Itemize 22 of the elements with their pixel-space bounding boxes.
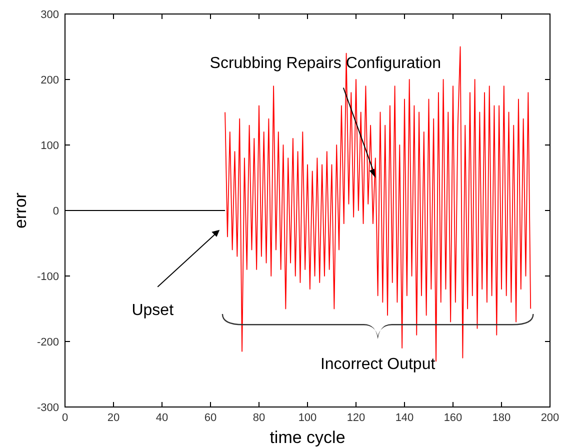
x-tick-label: 140	[395, 412, 414, 424]
y-tick-label: 200	[40, 74, 59, 86]
y-tick-label: 0	[52, 206, 59, 218]
x-tick-label: 120	[346, 412, 366, 424]
y-tick-label: 100	[40, 140, 59, 152]
annotation: Upset	[132, 302, 174, 319]
x-axis-title: time cycle	[270, 428, 346, 447]
y-tick-label: -300	[36, 402, 59, 414]
x-tick-label: 200	[540, 412, 560, 424]
x-tick-label: 160	[444, 412, 462, 424]
annotation: Incorrect Output	[320, 356, 436, 373]
x-tick-label: 180	[492, 412, 511, 424]
x-tick-label: 40	[156, 412, 168, 424]
y-axis-title: error	[11, 192, 30, 228]
x-tick-label: 20	[107, 412, 120, 424]
x-tick-label: 0	[62, 412, 68, 424]
x-tick-label: 100	[298, 412, 317, 424]
x-tick-label: 60	[204, 412, 217, 424]
x-tick-label: 80	[252, 412, 266, 424]
y-tick-label: 300	[40, 9, 59, 21]
y-tick-label: -100	[36, 271, 59, 283]
y-tick-label: -200	[36, 336, 59, 348]
